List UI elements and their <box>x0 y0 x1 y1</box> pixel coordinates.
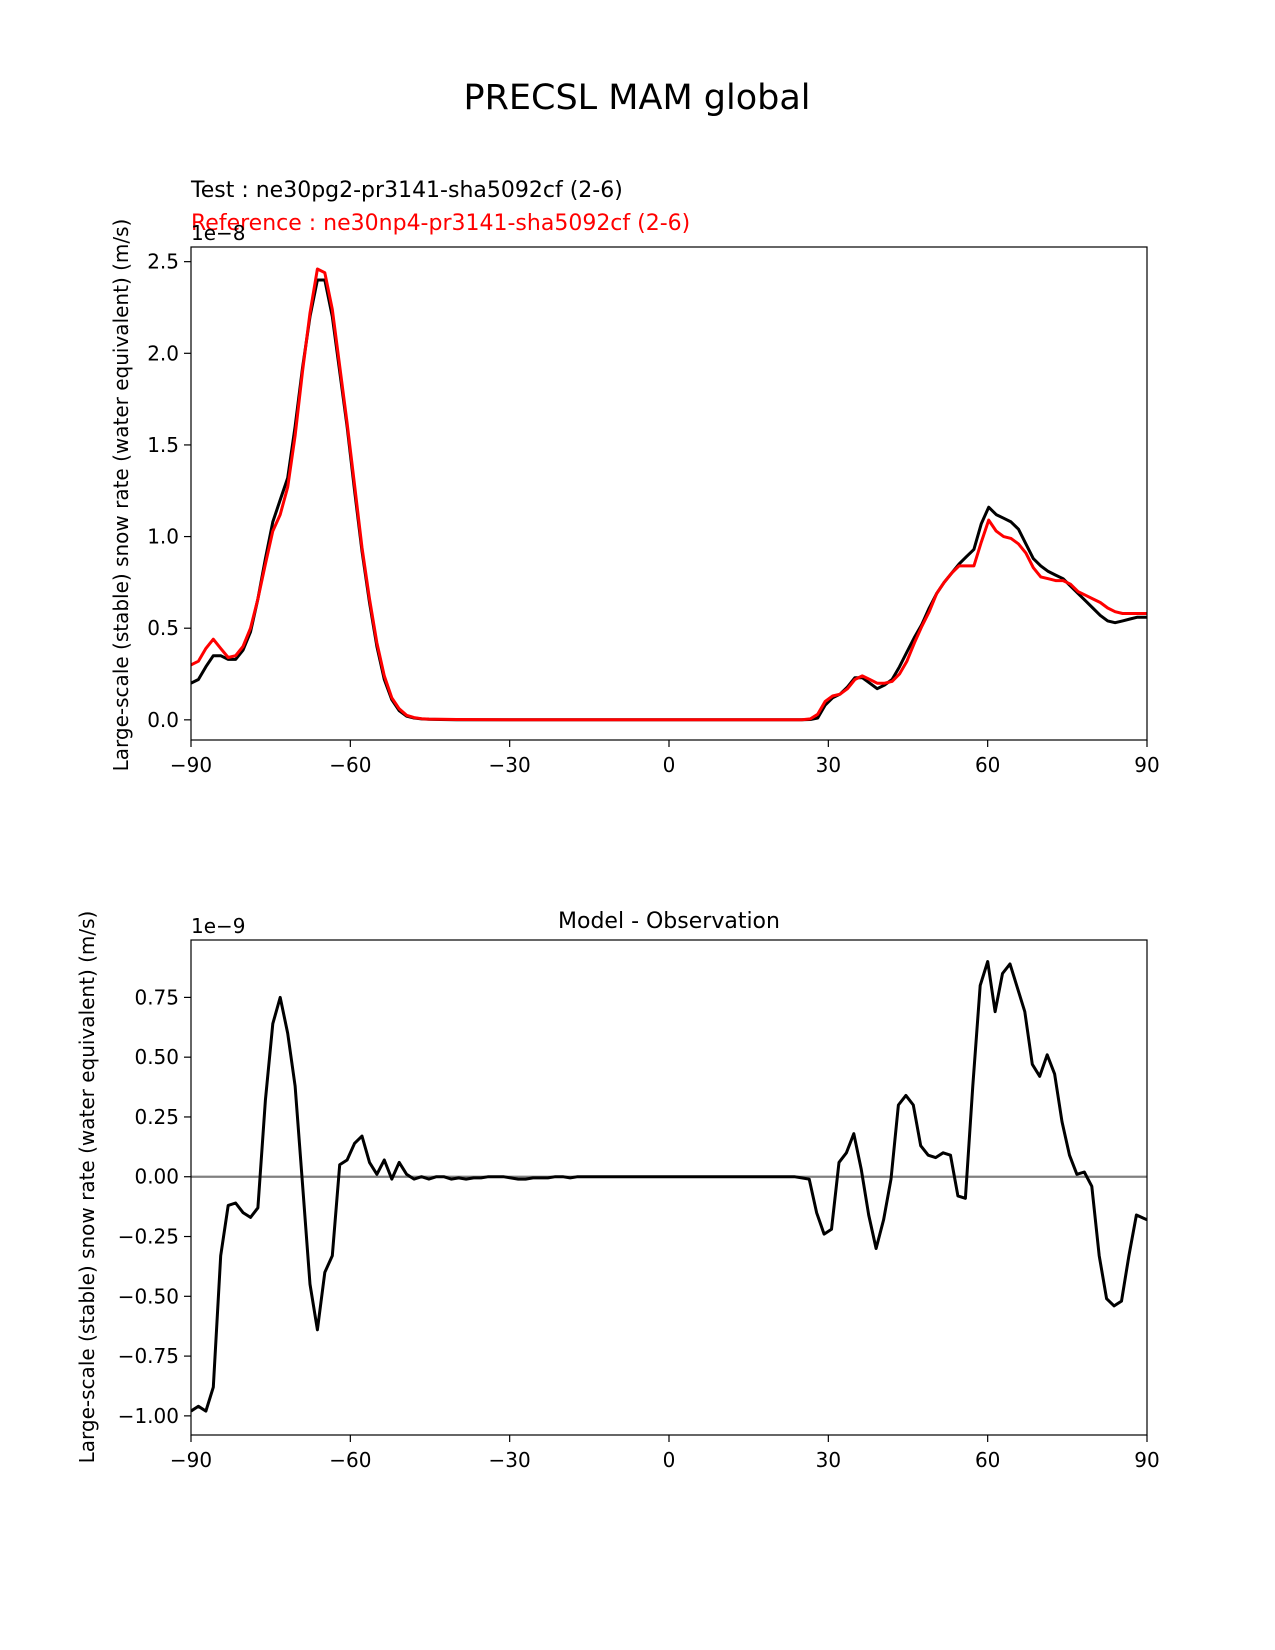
top-xtick-label: −90 <box>170 753 212 777</box>
bottom-plot-area <box>191 960 1147 1413</box>
bottom-xtick-label: 30 <box>816 1448 841 1472</box>
bottom-chart: Model - Observation 1e−9 Large-scale (st… <box>75 909 1160 1472</box>
top-chart: Test : ne30pg2-pr3141-sha5092cf (2-6) Re… <box>109 178 1160 777</box>
bottom-ytick-label: −0.25 <box>118 1225 179 1249</box>
top-ytick-label: 1.5 <box>147 433 179 457</box>
bottom-xtick-label: 0 <box>663 1448 676 1472</box>
bottom-ytick-label: −0.50 <box>118 1284 179 1308</box>
top-series-1-line <box>191 267 1147 722</box>
bottom-ytick-label: 0.25 <box>134 1105 179 1129</box>
top-ytick-label: 0.0 <box>147 708 179 732</box>
bottom-yticks: 0.75 0.50 0.25 0.00 −0.25 −0.50 −0.75 −1.00 <box>118 985 191 1428</box>
top-yticks: 0.0 0.5 1.0 1.5 2.0 2.5 <box>147 250 191 732</box>
bottom-series-0-line <box>191 960 1147 1413</box>
bottom-ytick-label: −1.00 <box>118 1404 179 1428</box>
figure-title: PRECSL MAM global <box>463 78 810 118</box>
bottom-xtick-label: −30 <box>489 1448 531 1472</box>
bottom-ytick-label: 0.75 <box>134 985 179 1009</box>
top-ytick-label: 2.0 <box>147 341 179 365</box>
bottom-ytick-label: 0.00 <box>134 1165 179 1189</box>
bottom-xtick-label: 60 <box>975 1448 1000 1472</box>
bottom-xticks: −90 −60 −30 0 30 60 90 <box>170 1435 1160 1472</box>
top-series-0-line <box>191 278 1147 722</box>
top-y-axis-label: Large-scale (stable) snow rate (water eq… <box>109 219 133 772</box>
top-plot-area <box>191 267 1147 722</box>
top-axes-frame <box>190 246 1148 741</box>
top-ytick-label: 0.5 <box>147 616 179 640</box>
top-xtick-label: −60 <box>329 753 371 777</box>
top-reference-label: Reference : ne30np4-pr3141-sha5092cf (2-… <box>191 211 690 236</box>
bottom-axes-frame <box>190 939 1148 1436</box>
top-xtick-label: −30 <box>489 753 531 777</box>
top-ytick-label: 1.0 <box>147 525 179 549</box>
bottom-ytick-label: 0.50 <box>134 1045 179 1069</box>
top-xtick-label: 0 <box>663 753 676 777</box>
bottom-xtick-label: −60 <box>329 1448 371 1472</box>
bottom-ytick-label: −0.75 <box>118 1344 179 1368</box>
bottom-xtick-label: −90 <box>170 1448 212 1472</box>
top-test-label: Test : ne30pg2-pr3141-sha5092cf (2-6) <box>190 178 623 203</box>
top-xtick-label: 30 <box>816 753 841 777</box>
top-ytick-label: 2.5 <box>147 250 179 274</box>
bottom-y-axis-label: Large-scale (stable) snow rate (water eq… <box>75 911 99 1464</box>
top-xticks: −90 −60 −30 0 30 60 90 <box>170 740 1160 777</box>
bottom-xtick-label: 90 <box>1134 1448 1159 1472</box>
top-xtick-label: 60 <box>975 753 1000 777</box>
top-offset-text: 1e−8 <box>191 221 246 245</box>
top-xtick-label: 90 <box>1134 753 1159 777</box>
bottom-offset-text: 1e−9 <box>191 914 246 938</box>
bottom-chart-title: Model - Observation <box>558 909 780 934</box>
